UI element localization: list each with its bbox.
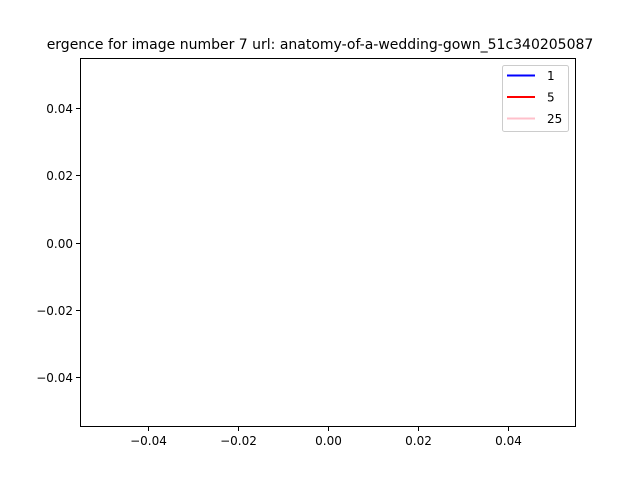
plot-area [80,58,576,427]
chart-title: ergence for image number 7 url: anatomy-… [47,37,594,53]
x-tick-label: 0.00 [315,434,342,448]
x-tick-label: −0.02 [220,434,257,448]
x-axis: −0.04 −0.02 0.00 0.02 0.04 [130,427,522,448]
y-tick-label: −0.02 [36,304,73,318]
y-tick-label: 0.04 [46,102,73,116]
legend-frame [502,65,569,132]
plot-frame [80,58,576,427]
x-tick-label: −0.04 [130,434,167,448]
x-tick-label: 0.04 [495,434,522,448]
y-tick-label: −0.04 [36,371,73,385]
y-tick-label: 0.02 [46,169,73,183]
legend-label: 5 [547,91,555,105]
x-tick-label: 0.02 [405,434,432,448]
y-tick-label: 0.00 [46,237,73,251]
y-axis: −0.04 −0.02 0.00 0.02 0.04 [36,102,80,385]
legend-label: 1 [547,69,555,83]
legend-label: 25 [547,112,562,126]
